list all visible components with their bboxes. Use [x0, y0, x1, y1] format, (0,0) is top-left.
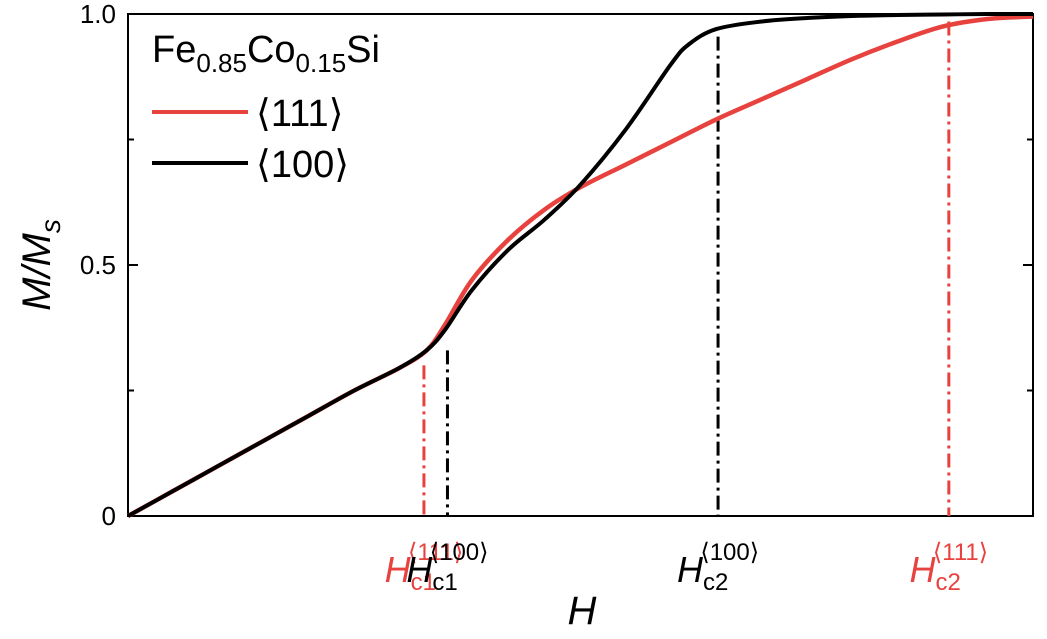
legend-label-111: ⟨111⟩: [256, 93, 343, 135]
critical-label-hc2-100: Hc2⟨100⟩: [677, 539, 759, 596]
y-tick-label: 1.0: [80, 0, 116, 29]
y-tick-label: 0: [102, 501, 116, 531]
critical-field-lines: [422, 21, 951, 516]
legend-label-100: ⟨100⟩: [256, 144, 349, 186]
critical-label-hc1-111: Hc1⟨111⟩: [385, 539, 464, 596]
critical-label-hc2-111: Hc2⟨111⟩: [910, 539, 989, 596]
legend-title: Fe0.85Co0.15Si: [152, 29, 380, 78]
legend: Fe0.85Co0.15Si ⟨111⟩ ⟨100⟩: [152, 29, 380, 186]
data-series: [126, 11, 1034, 518]
y-axis-title: M/Ms: [15, 219, 66, 311]
critical-label-hc1-100: Hc1⟨100⟩: [406, 539, 488, 596]
y-tick-label: 0.5: [80, 250, 116, 280]
critical-field-labels: Hc1⟨111⟩Hc1⟨100⟩ Hc2⟨100⟩ Hc2⟨111⟩: [385, 539, 988, 596]
series-line-1: [127, 11, 1034, 518]
y-axis-ticks: 0 0.5 1.0: [80, 0, 1033, 531]
x-axis-title: H: [568, 589, 597, 633]
